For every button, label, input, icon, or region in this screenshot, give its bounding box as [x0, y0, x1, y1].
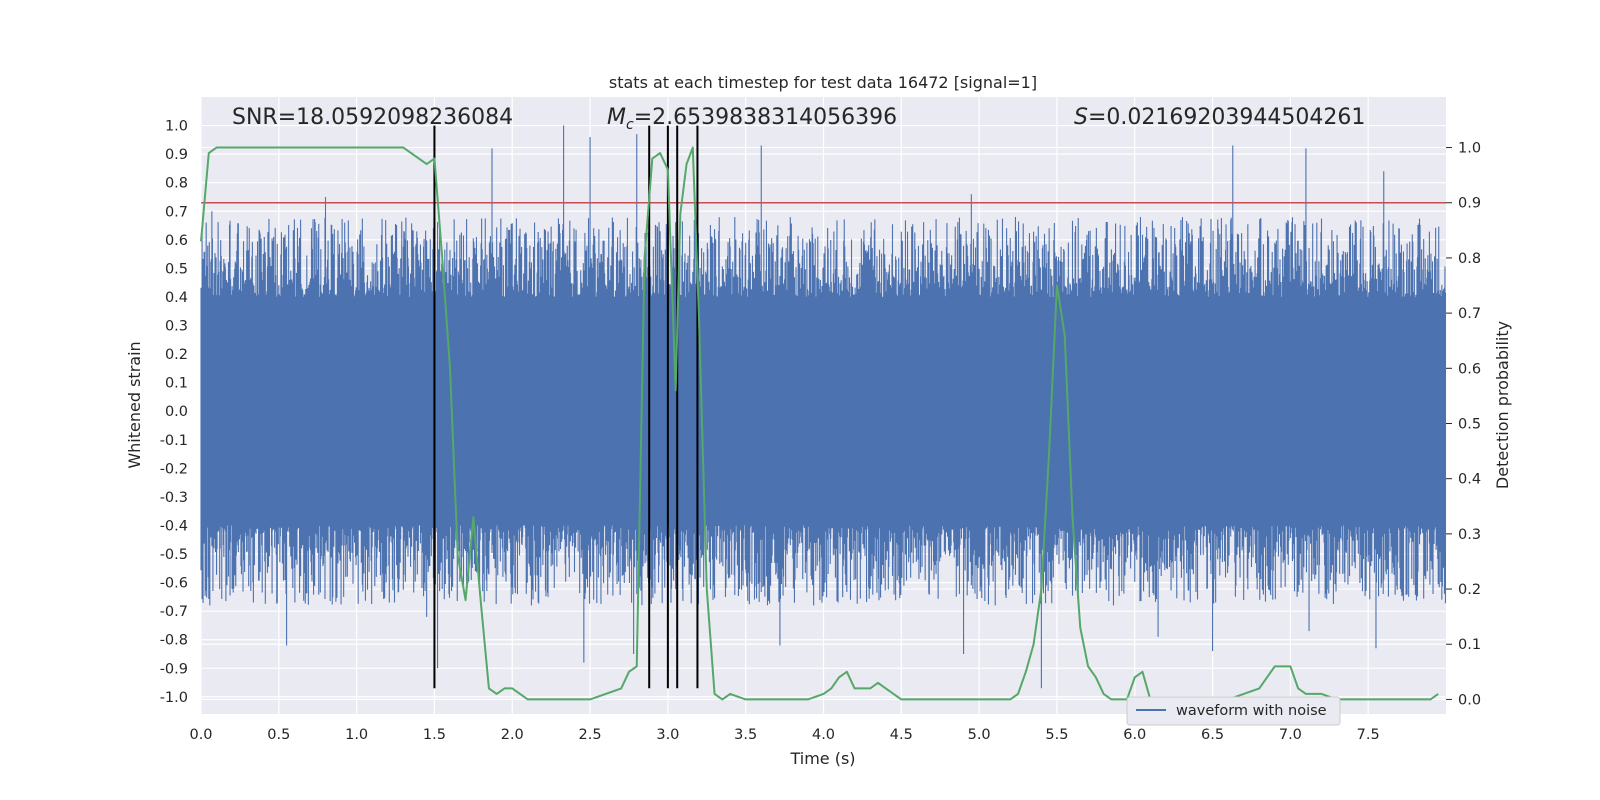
y-right-tick-label: 0.5: [1458, 416, 1481, 432]
y-right-tick-label: 0.7: [1458, 306, 1481, 322]
y-left-tick-label: 0.0: [165, 404, 188, 420]
y-left-tick-label: 0.6: [165, 233, 188, 249]
y-left-tick-label: -0.4: [160, 518, 188, 534]
x-tick-label: 7.0: [1279, 727, 1302, 743]
y-right-tick-label: 0.6: [1458, 361, 1481, 377]
s-annotation: S=0.02169203944504261: [1074, 105, 1365, 130]
y-right-tick-label: 0.8: [1458, 251, 1481, 267]
s-symbol: S: [1074, 105, 1088, 130]
y-right-tick-label: 0.0: [1458, 692, 1481, 708]
y-left-tick-label: 1.0: [165, 119, 188, 135]
y-left-tick-label: 0.7: [165, 204, 188, 220]
waveform-with-noise-line: [200, 125, 1447, 689]
legend-box: [1126, 696, 1341, 726]
chirp-mass-annotation: Mc=2.6539838314056396: [607, 105, 897, 133]
s-value: =0.02169203944504261: [1088, 105, 1365, 130]
chirp-mass-symbol: M: [607, 105, 626, 130]
y-left-tick-label: 0.4: [165, 290, 188, 306]
x-tick-label: 0.5: [267, 727, 290, 743]
y-left-tick-label: 0.5: [165, 261, 188, 277]
y-left-tick-label: -0.6: [160, 576, 188, 592]
y-left-tick-label: -0.9: [160, 661, 188, 677]
y-left-tick-label: 0.9: [165, 147, 188, 163]
y-left-tick-label: -0.8: [160, 633, 188, 649]
y-axis-label-right: Detection probability: [1493, 321, 1512, 489]
x-axis-label: Time (s): [789, 749, 855, 768]
y-right-tick-label: 0.1: [1458, 637, 1481, 653]
y-right-tick-label: 0.9: [1458, 196, 1481, 212]
x-tick-label: 6.5: [1201, 727, 1224, 743]
y-left-tick-label: -0.3: [160, 490, 188, 506]
y-left-tick-label: -0.2: [160, 461, 188, 477]
y-left-tick-label: 0.3: [165, 319, 188, 335]
x-tick-label: 7.5: [1357, 727, 1380, 743]
y-axis-label-left: Whitened strain: [125, 341, 144, 468]
y-left-tick-label: -0.7: [160, 604, 188, 620]
x-tick-label: 5.5: [1045, 727, 1068, 743]
legend-label-waveform: waveform with noise: [1176, 703, 1327, 719]
x-tick-label: 0.0: [189, 727, 212, 743]
chirp-mass-subscript: c: [626, 117, 634, 133]
x-tick-label: 1.5: [423, 727, 446, 743]
x-tick-label: 3.0: [656, 727, 679, 743]
x-tick-label: 5.0: [968, 727, 991, 743]
waveform-series: [200, 125, 1447, 689]
y-right-tick-label: 0.4: [1458, 472, 1481, 488]
y-left-tick-label: -0.5: [160, 547, 188, 563]
x-tick-label: 3.5: [734, 727, 757, 743]
x-tick-label: 4.0: [812, 727, 835, 743]
y-left-tick-label: 0.2: [165, 347, 188, 363]
x-tick-label: 4.5: [890, 727, 913, 743]
y-left-tick-label: 0.8: [165, 176, 188, 192]
y-left-tick-label: -0.1: [160, 433, 188, 449]
legend: waveform with noise: [1126, 696, 1341, 726]
y-right-tick-label: 0.2: [1458, 582, 1481, 598]
snr-annotation: SNR=18.0592098236084: [232, 105, 513, 130]
x-tick-label: 1.0: [345, 727, 368, 743]
y-left-tick-label: -1.0: [160, 690, 188, 706]
tick-labels: 0.0 0.5 1.0 1.5 2.0 2.5 3.0 3.5 4.0 4.5 5.0 5.5 6.0 6…: [160, 119, 1481, 743]
x-tick-label: 2.0: [501, 727, 524, 743]
x-tick-label: 2.5: [579, 727, 602, 743]
chirp-mass-value: =2.6539838314056396: [634, 105, 897, 130]
overlay-lines: [201, 125, 1446, 689]
x-tick-label: 6.0: [1123, 727, 1146, 743]
y-left-tick-label: 0.1: [165, 376, 188, 392]
chart-title: stats at each timestep for test data 164…: [609, 73, 1037, 92]
y-right-tick-label: 0.3: [1458, 527, 1481, 543]
y-right-tick-label: 1.0: [1458, 141, 1481, 157]
